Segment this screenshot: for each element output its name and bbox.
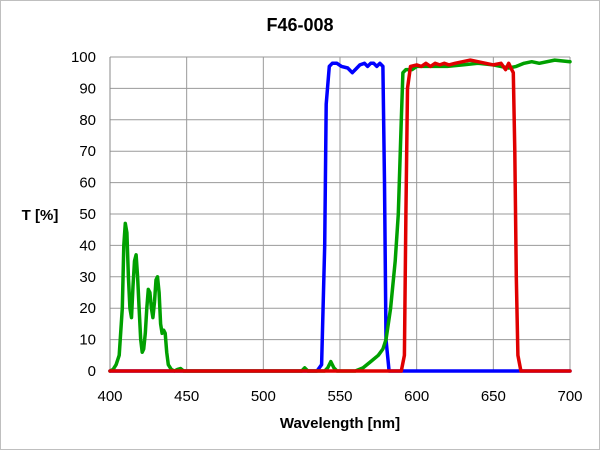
y-tick-label: 90 (79, 80, 96, 97)
chart-title: F46-008 (266, 15, 333, 35)
x-tick-label: 550 (327, 388, 352, 405)
x-tick-label: 650 (481, 388, 506, 405)
grid-layer (109, 56, 571, 372)
x-axis-title: Wavelength [nm] (280, 415, 400, 432)
y-tick-label: 100 (71, 49, 96, 66)
y-axis-title: T [%] (22, 207, 59, 224)
x-tick-labels: 400 450 500 550 600 650 700 (97, 388, 582, 405)
y-tick-label: 10 (79, 332, 96, 349)
y-tick-label: 40 (79, 237, 96, 254)
x-tick-label: 450 (174, 388, 199, 405)
x-tick-label: 500 (251, 388, 276, 405)
y-tick-label: 80 (79, 112, 96, 129)
series-layer (108, 58, 572, 373)
x-tick-label: 700 (557, 388, 582, 405)
y-tick-label: 60 (79, 175, 96, 192)
y-tick-label: 0 (88, 363, 96, 380)
series-line-1 (108, 61, 572, 373)
x-tick-label: 400 (97, 388, 122, 405)
y-tick-labels: 0 10 20 30 40 50 60 70 80 90 100 (71, 49, 96, 380)
y-tick-label: 30 (79, 269, 96, 286)
y-tick-label: 70 (79, 143, 96, 160)
series-line-3 (108, 58, 572, 373)
y-tick-label: 20 (79, 300, 96, 317)
x-tick-label: 600 (404, 388, 429, 405)
y-tick-label: 50 (79, 206, 96, 223)
